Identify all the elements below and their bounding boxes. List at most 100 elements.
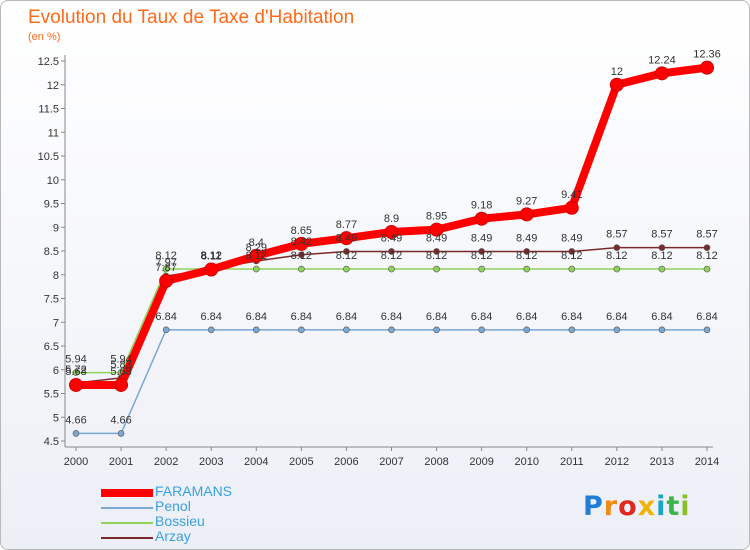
data-point-penol (478, 326, 485, 334)
legend-swatch-arzay (101, 537, 153, 539)
data-point-bossieu (523, 265, 531, 273)
legend-swatch-bossieu (101, 522, 153, 524)
data-label-bossieu: 8.12 (381, 250, 402, 262)
data-label-faramans: 9.41 (561, 189, 582, 201)
data-label-penol: 6.84 (246, 311, 267, 323)
data-point-bossieu (478, 265, 485, 273)
legend-swatch-penol (101, 507, 153, 509)
x-tick-label: 2009 (469, 456, 493, 468)
data-label-arzay: 5.83 (110, 359, 131, 371)
data-label-faramans: 8.95 (426, 211, 447, 223)
data-label-faramans: 8.77 (336, 219, 357, 231)
data-point-faramans (294, 236, 309, 251)
data-label-penol: 6.84 (291, 311, 312, 323)
data-point-arzay (433, 248, 440, 255)
data-label-arzay: 8.49 (426, 232, 447, 244)
data-point-faramans (564, 200, 579, 215)
x-tick-label: 2014 (695, 456, 719, 468)
logo-letter: r (603, 491, 619, 522)
data-label-arzay: 8.57 (651, 229, 672, 241)
data-point-faramans (339, 231, 354, 246)
data-point-faramans (654, 66, 669, 81)
x-tick-label: 2004 (244, 456, 268, 468)
y-tick-label: 12 (47, 80, 59, 92)
data-label-faramans: 8.4 (249, 237, 264, 249)
data-label-arzay: 8.12 (201, 250, 222, 262)
data-point-penol (568, 326, 576, 334)
data-point-faramans (609, 77, 624, 92)
data-label-arzay: 8.49 (381, 232, 402, 244)
data-point-bossieu (703, 265, 711, 273)
data-point-faramans (700, 60, 714, 75)
data-point-bossieu (568, 265, 576, 273)
data-label-penol: 6.84 (696, 311, 717, 323)
data-point-bossieu (613, 265, 621, 273)
y-tick-label: 5 (53, 412, 59, 424)
data-point-arzay (568, 248, 576, 255)
data-label-faramans: 12.36 (693, 49, 721, 61)
y-tick-label: 8 (53, 270, 59, 282)
data-label-faramans: 12.24 (648, 54, 676, 66)
data-point-penol (388, 326, 395, 334)
data-point-arzay (703, 244, 711, 251)
data-label-penol: 6.84 (155, 311, 176, 323)
logo-letter: i (680, 491, 691, 522)
data-point-bossieu (162, 265, 170, 273)
y-tick-label: 9 (53, 222, 59, 234)
data-label-bossieu: 8.12 (606, 250, 627, 262)
data-point-faramans (384, 225, 399, 239)
data-point-penol (658, 326, 666, 334)
y-tick-label: 10 (47, 175, 59, 187)
proxiti-logo: Proxiti (583, 491, 691, 522)
data-point-faramans (429, 222, 444, 237)
data-point-faramans (249, 248, 264, 263)
data-label-bossieu: 5.94 (110, 354, 131, 366)
data-label-faramans: 12 (611, 66, 623, 78)
data-point-bossieu (388, 265, 395, 273)
data-label-bossieu: 5.94 (65, 354, 86, 366)
y-tick-label: 7.5 (44, 294, 59, 306)
data-point-arzay (388, 248, 395, 255)
data-label-arzay: 8.57 (606, 229, 627, 241)
data-label-bossieu: 8.12 (155, 250, 176, 262)
data-point-bossieu (433, 265, 440, 273)
data-point-bossieu (658, 265, 666, 273)
x-tick-label: 2003 (199, 456, 223, 468)
data-label-penol: 6.84 (471, 311, 492, 323)
data-label-faramans: 7.87 (155, 262, 176, 274)
x-tick-label: 2007 (379, 456, 403, 468)
data-point-arzay (343, 248, 350, 255)
data-label-penol: 6.84 (426, 311, 447, 323)
x-tick-label: 2011 (560, 456, 584, 468)
data-label-arzay: 8.49 (561, 232, 582, 244)
data-point-penol (613, 326, 621, 334)
data-point-arzay (478, 248, 485, 255)
x-tick-label: 2001 (109, 456, 133, 468)
data-label-faramans: 5.68 (65, 366, 86, 378)
data-point-faramans (69, 377, 83, 392)
data-point-penol (162, 326, 170, 334)
data-label-arzay: 8.29 (246, 242, 267, 254)
data-label-bossieu: 8.12 (246, 250, 267, 262)
y-tick-label: 7 (53, 317, 59, 329)
y-tick-label: 6.5 (44, 341, 59, 353)
legend-label-arzay: Arzay (155, 528, 191, 544)
data-label-arzay: 8.49 (471, 232, 492, 244)
y-tick-label: 12.5 (38, 56, 59, 68)
data-label-faramans: 5.68 (110, 366, 131, 378)
y-tick-label: 10.5 (38, 151, 59, 163)
data-label-arzay: 8.49 (516, 232, 537, 244)
x-tick-label: 2005 (289, 456, 313, 468)
data-label-arzay: 5.72 (65, 364, 86, 376)
legend-label-faramans: FARAMANS (155, 483, 233, 499)
data-point-faramans (159, 273, 174, 288)
data-point-penol (252, 326, 260, 334)
y-tick-label: 8.5 (44, 246, 59, 258)
data-label-arzay: 7.97 (155, 257, 176, 269)
y-tick-label: 9.5 (44, 199, 59, 211)
data-point-penol (117, 430, 125, 437)
data-label-faramans: 8.9 (384, 213, 399, 225)
data-point-faramans (519, 207, 534, 222)
data-point-penol (433, 326, 440, 334)
